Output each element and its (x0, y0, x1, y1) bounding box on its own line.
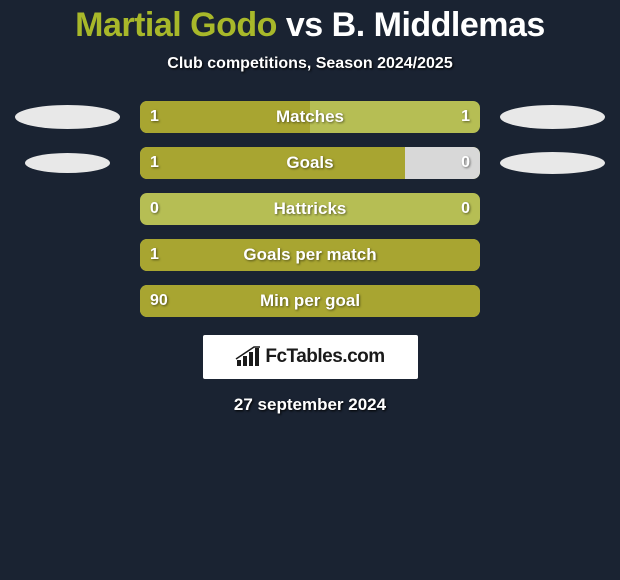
stat-row: 11Matches (0, 101, 620, 133)
player-ellipse-icon (500, 105, 605, 129)
stat-bar: 1Goals per match (140, 239, 480, 271)
stats-area: 11Matches 10Goals 00Hattricks 1Goals per ma… (0, 101, 620, 317)
brand-box[interactable]: FcTables.com (203, 335, 418, 379)
player-ellipse-icon (15, 105, 120, 129)
player-ellipse-icon (500, 152, 605, 174)
stat-bar: 00Hattricks (140, 193, 480, 225)
stat-label: Matches (140, 107, 480, 127)
stat-label: Min per goal (140, 291, 480, 311)
right-ellipse-slot (500, 105, 605, 129)
stat-row: 00Hattricks (0, 193, 620, 225)
stat-bar: 10Goals (140, 147, 480, 179)
stat-label: Goals per match (140, 245, 480, 265)
player-ellipse-icon (25, 153, 110, 173)
stat-label: Hattricks (140, 199, 480, 219)
right-ellipse-slot (500, 151, 605, 175)
brand-chart-icon (235, 346, 261, 368)
title: Martial Godo vs B. Middlemas (0, 6, 620, 45)
right-ellipse-slot (500, 289, 605, 313)
stat-row: 10Goals (0, 147, 620, 179)
left-ellipse-slot (15, 197, 120, 221)
left-ellipse-slot (15, 151, 120, 175)
date-text: 27 september 2024 (0, 395, 620, 415)
stat-bar: 90Min per goal (140, 285, 480, 317)
right-ellipse-slot (500, 197, 605, 221)
left-ellipse-slot (15, 105, 120, 129)
right-ellipse-slot (500, 243, 605, 267)
brand-text: FcTables.com (265, 346, 384, 368)
stat-label: Goals (140, 153, 480, 173)
player2-name: B. Middlemas (332, 6, 545, 44)
player1-name: Martial Godo (75, 6, 277, 44)
stat-row: 1Goals per match (0, 239, 620, 271)
left-ellipse-slot (15, 243, 120, 267)
vs-text: vs (286, 6, 323, 44)
subtitle: Club competitions, Season 2024/2025 (0, 55, 620, 73)
comparison-widget: Martial Godo vs B. Middlemas Club compet… (0, 0, 620, 415)
stat-bar: 11Matches (140, 101, 480, 133)
left-ellipse-slot (15, 289, 120, 313)
stat-row: 90Min per goal (0, 285, 620, 317)
